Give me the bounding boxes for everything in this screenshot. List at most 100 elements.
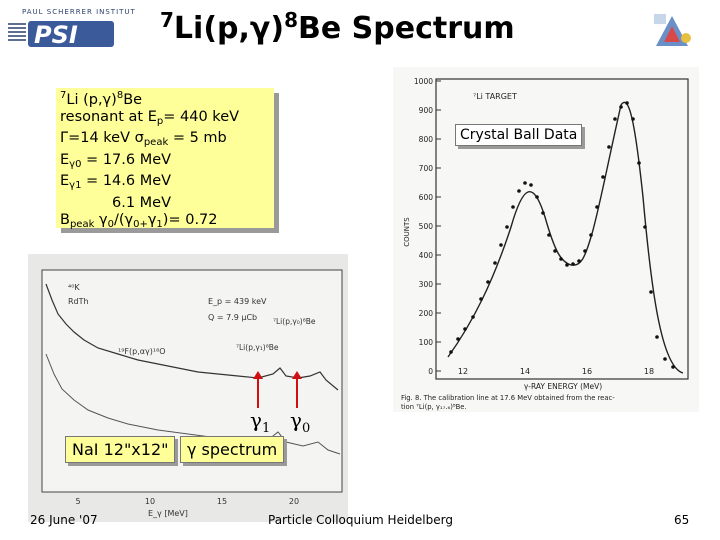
cb-data-point — [663, 357, 667, 361]
footer-date: 26 June '07 — [30, 513, 98, 527]
nai-x-axis: E_γ [MeV] — [148, 509, 188, 518]
cb-y-tick-label: 800 — [419, 135, 434, 144]
title-sup-8: 8 — [284, 8, 298, 32]
title-part1: Li(p,γ) — [173, 11, 285, 46]
gamma1-arrow — [253, 371, 263, 408]
nai-annot-rdth: RdTh — [68, 297, 89, 306]
cb-fit-curve — [447, 101, 684, 374]
cb-data-point — [471, 315, 475, 319]
reaction-info-box: 7Li (p,γ)8Be resonant at Ep= 440 keV Γ=1… — [56, 88, 274, 230]
cb-data-point — [607, 145, 611, 149]
cb-data-point — [523, 181, 527, 185]
cb-data-point — [583, 249, 587, 253]
cb-x-tick-label: 12 — [458, 367, 468, 376]
title-sup-7: 7 — [160, 8, 174, 32]
nai-x-tick-label: 10 — [145, 497, 155, 506]
gamma1-label: γ1 — [250, 408, 271, 436]
cb-data-point — [529, 183, 533, 187]
cb-data-point — [601, 175, 605, 179]
nai-x-ticks: 5 10 15 20 — [75, 497, 299, 506]
cb-x-tick-label: 14 — [520, 367, 530, 376]
cb-y-tick-label: 0 — [428, 367, 433, 376]
cb-data-point — [486, 280, 490, 284]
cb-data-point — [499, 243, 503, 247]
nai-annot-f: ¹⁹F(p,αγ)¹⁶O — [118, 347, 166, 356]
cb-y-tick-label: 200 — [419, 309, 434, 318]
nai-spectrum-upper — [45, 283, 339, 391]
nai-x-tick-label: 20 — [289, 497, 299, 506]
cb-y-tick-label: 500 — [419, 222, 434, 231]
cb-data-point — [643, 225, 647, 229]
cb-data-point — [571, 262, 575, 266]
nai-detector-label: NaI 12"x12" — [65, 436, 176, 463]
footer-event: Particle Colloquium Heidelberg — [268, 513, 453, 527]
nai-annot-li1: ⁷Li(p,γ₁)⁸Be — [236, 343, 279, 352]
info-line-branching: Bpeak γ0/(γ0+γ1)= 0.72 — [60, 211, 218, 230]
info-line-width: Γ=14 keV σpeak = 5 mb — [60, 130, 227, 149]
cb-data-point — [547, 233, 551, 237]
crystal-ball-figure: 1000 900 800 700 600 500 400 300 200 100 0 12 14 16 1… — [393, 67, 699, 412]
cb-data-point — [589, 233, 593, 237]
cb-data-point — [637, 161, 641, 165]
cb-y-tick-label: 600 — [419, 193, 434, 202]
info-line-6mev: 6.1 MeV — [112, 194, 172, 211]
cb-y-tick-label: 900 — [419, 106, 434, 115]
info-line-egamma0: Eγ0 = 17.6 MeV — [60, 151, 172, 170]
nai-x-tick-label: 15 — [217, 497, 227, 506]
cb-y-tick-label: 1000 — [414, 77, 433, 86]
nai-x-tick-label: 5 — [75, 497, 80, 506]
cb-x-axis-label: γ-RAY ENERGY (MeV) — [524, 382, 602, 391]
nai-spectrum-figure: ⁴⁰K RdTh E_p = 439 keV Q = 7.9 μCb ¹⁹F(p… — [28, 254, 348, 522]
nai-annot-q: Q = 7.9 μCb — [208, 313, 257, 322]
info-line-resonance: resonant at Ep= 440 keV — [60, 108, 240, 127]
cb-data-point — [511, 205, 515, 209]
cb-x-ticks: 12 14 16 18 — [458, 367, 654, 376]
cb-y-tick-label: 700 — [419, 164, 434, 173]
gamma-spectrum-label: γ spectrum — [180, 436, 285, 463]
cb-x-tick-label: 16 — [582, 367, 592, 376]
slide-title: 7Li(p,γ)8Be Spectrum — [160, 8, 515, 46]
corner-logo-icon — [650, 12, 694, 48]
nai-annot-k: ⁴⁰K — [68, 283, 80, 292]
cb-caption-line2: tion ⁷Li(p, γ₁₇.₆)⁸Be. — [401, 403, 467, 411]
cb-data-point — [456, 337, 460, 341]
title-part2: Be Spectrum — [297, 11, 515, 46]
page-number: 65 — [674, 513, 690, 527]
gamma0-label: γ0 — [290, 408, 311, 436]
cb-data-point — [517, 189, 521, 193]
cb-y-axis-label: COUNTS — [403, 217, 411, 247]
info-line-egamma1: Eγ1 = 14.6 MeV — [60, 173, 172, 192]
logo-mark-text: PSI — [34, 21, 78, 49]
cb-data-point — [541, 211, 545, 215]
cb-caption-line1: Fig. 8. The calibration line at 17.6 MeV… — [401, 394, 615, 402]
cb-data-point — [671, 365, 675, 369]
cb-data-point — [631, 117, 635, 121]
crystal-ball-data-label: Crystal Ball Data — [455, 124, 583, 146]
cb-data-point — [577, 259, 581, 263]
cb-data-point — [493, 261, 497, 265]
nai-annot-ep: E_p = 439 keV — [208, 297, 267, 306]
cb-data-point — [553, 249, 557, 253]
cb-data-point — [625, 101, 629, 105]
cb-plot-frame — [435, 78, 689, 380]
cb-data-point — [619, 105, 623, 109]
cb-data-point — [655, 335, 659, 339]
logo-institute-text: PAUL SCHERRER INSTITUT — [22, 8, 136, 16]
psi-mark-icon: PSI — [8, 21, 114, 49]
cb-data-point — [463, 327, 467, 331]
cb-y-tick-label: 300 — [419, 280, 434, 289]
cb-y-tick-label: 400 — [419, 251, 434, 260]
cb-data-point — [565, 263, 569, 267]
cb-data-points — [449, 101, 675, 369]
nai-annot-li0: ⁷Li(p,γ₀)⁸Be — [273, 317, 316, 326]
cb-data-point — [449, 350, 453, 354]
cb-x-tick-label: 18 — [644, 367, 654, 376]
info-line-reaction: 7Li (p,γ)8Be — [60, 90, 143, 108]
cb-data-point — [505, 225, 509, 229]
cb-data-point — [613, 117, 617, 121]
cb-target-label: ⁷Li TARGET — [473, 92, 517, 101]
gamma0-arrow — [292, 371, 302, 408]
cb-data-point — [649, 290, 653, 294]
cb-y-tick-label: 100 — [419, 338, 434, 347]
